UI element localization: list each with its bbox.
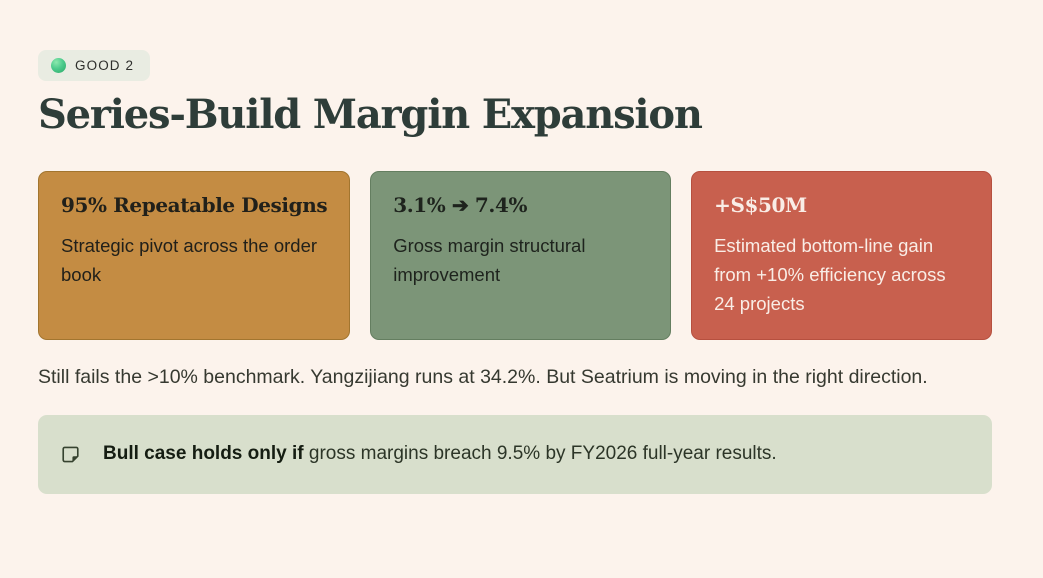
callout-text-rest: gross margins breach 9.5% by FY2026 full… xyxy=(303,443,777,465)
stat-card-body: Strategic pivot across the order book xyxy=(61,235,318,286)
stat-card-body: Gross margin structural improvement xyxy=(393,235,586,286)
status-badge-label: GOOD 2 xyxy=(75,58,135,73)
stat-cards-row: 95% Repeatable Designs Strategic pivot a… xyxy=(38,171,992,341)
note-icon xyxy=(59,443,82,466)
stat-card-repeatable-designs: 95% Repeatable Designs Strategic pivot a… xyxy=(38,171,351,341)
status-badge: GOOD 2 xyxy=(38,50,151,81)
callout-text-bold: Bull case holds only if xyxy=(103,443,304,465)
callout-text: Bull case holds only if gross margins br… xyxy=(103,441,777,468)
stat-card-bottom-line-gain: +S$50M Estimated bottom-line gain from +… xyxy=(691,171,992,341)
stat-card-title: +S$50M xyxy=(714,193,807,217)
stat-card-title: 95% Repeatable Designs xyxy=(61,193,328,217)
benchmark-commentary: Still fails the >10% benchmark. Yangziji… xyxy=(38,366,928,389)
page-title: Series-Build Margin Expansion xyxy=(38,91,703,138)
stat-card-title: 3.1% ➔ 7.4% xyxy=(393,193,528,217)
stat-card-body: Estimated bottom-line gain from +10% eff… xyxy=(714,235,946,315)
status-dot-icon xyxy=(51,58,66,73)
stat-card-gross-margin: 3.1% ➔ 7.4% Gross margin structural impr… xyxy=(370,171,672,341)
slide: GOOD 2 Series-Build Margin Expansion 95%… xyxy=(38,50,992,494)
bull-case-callout: Bull case holds only if gross margins br… xyxy=(38,415,992,494)
